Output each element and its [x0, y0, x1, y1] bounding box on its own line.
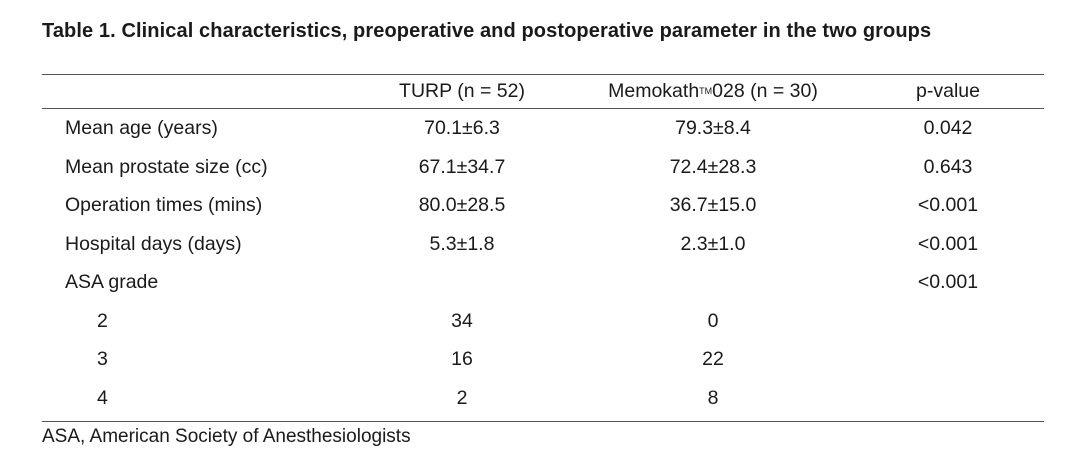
cell-turp: 67.1±34.7: [418, 155, 506, 178]
cell-p-value: 0.643: [923, 155, 973, 178]
row-label: Mean prostate size (cc): [65, 155, 268, 178]
cell-memokath: 22: [702, 348, 724, 370]
row-label: Operation times (mins): [65, 194, 263, 216]
table-row: 4 2 8: [0, 379, 1080, 417]
table-header-row: TURP (n = 52) MemokathTM028 (n = 30) p-v…: [0, 72, 1080, 110]
cell-turp: 34: [451, 309, 473, 332]
cell-p-value: 0.042: [923, 117, 973, 139]
cell-memokath: 72.4±28.3: [669, 155, 757, 178]
cell-turp: 2: [456, 386, 468, 409]
table-footnote: ASA, American Society of Anesthesiologis…: [42, 426, 411, 447]
cell-memokath: 36.7±15.0: [669, 194, 757, 216]
cell-memokath: 79.3±8.4: [675, 117, 751, 139]
cell-memokath: 8: [707, 386, 719, 409]
header-memokath-count: 028 (n = 30): [712, 80, 818, 102]
trademark-mark: TM: [699, 86, 713, 96]
header-memokath: MemokathTM028 (n = 30): [580, 72, 846, 110]
cell-memokath: 2.3±1.0: [680, 232, 746, 255]
cell-turp: 70.1±6.3: [424, 117, 500, 139]
row-label: 3: [97, 348, 108, 370]
header-turp: TURP (n = 52): [399, 80, 525, 102]
header-memokath-name: Memokath: [608, 80, 700, 102]
cell-turp: 16: [451, 348, 473, 370]
cell-p-value: <0.001: [917, 194, 979, 216]
cell-turp: 80.0±28.5: [418, 194, 506, 216]
cell-p-value: <0.001: [917, 232, 979, 255]
cell-turp: 5.3±1.8: [429, 232, 495, 255]
row-label: ASA grade: [65, 271, 159, 293]
table-caption: Table 1. Clinical characteristics, preop…: [42, 20, 932, 42]
row-label: Hospital days (days): [65, 232, 242, 255]
table-row: Hospital days (days) 5.3±1.8 2.3±1.0 <0.001: [0, 225, 1080, 263]
table-row: Mean prostate size (cc) 67.1±34.7 72.4±28.…: [0, 148, 1080, 186]
cell-p-value: <0.001: [917, 271, 979, 293]
table-row: ASA grade <0.001: [0, 263, 1080, 301]
table-top-rule: [42, 74, 1044, 75]
row-label: 4: [97, 386, 108, 409]
table-bottom-rule: [42, 421, 1044, 422]
row-label: 2: [97, 309, 108, 332]
header-p-value: p-value: [916, 80, 980, 102]
table-row: Operation times (mins) 80.0±28.5 36.7±15.0…: [0, 186, 1080, 224]
cell-memokath: 0: [707, 309, 719, 332]
table-row: Mean age (years) 70.1±6.3 79.3±8.4 0.042: [0, 109, 1080, 147]
table-row: 3 16 22: [0, 340, 1080, 378]
table-header-rule: [42, 108, 1044, 109]
table-row: 2 34 0: [0, 302, 1080, 340]
row-label: Mean age (years): [65, 117, 218, 139]
